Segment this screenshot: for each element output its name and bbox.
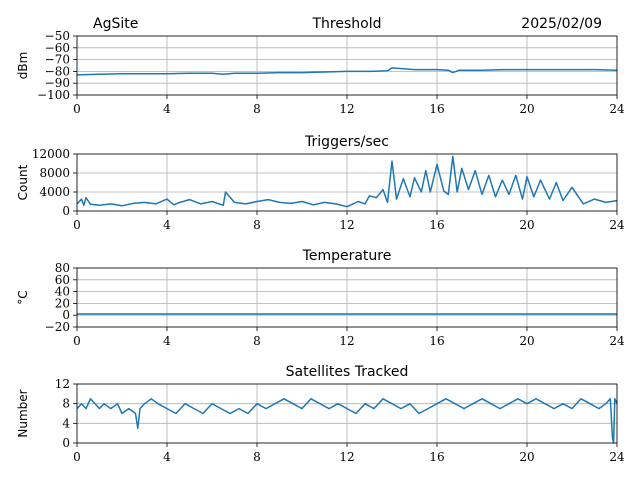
- satellites-y-tick-label-3: 12: [55, 377, 70, 391]
- triggers-y-tick-label-3: 12000: [32, 147, 70, 161]
- triggers-y-tick-label-0: 0: [62, 204, 70, 218]
- triggers-x-tick-label-5: 20: [519, 218, 534, 232]
- date-label: 2025/02/09: [521, 16, 602, 32]
- triggers-x-tick-label-3: 12: [339, 218, 354, 232]
- triggers-x-tick-label-2: 8: [253, 218, 261, 232]
- threshold-x-tick-label-3: 12: [339, 102, 354, 116]
- satellites-x-tick-label-5: 20: [519, 450, 534, 464]
- satellites-x-tick-label-0: 0: [73, 450, 81, 464]
- triggers-x-tick-label-1: 4: [163, 218, 171, 232]
- threshold-y-axis-label: dBm: [16, 52, 30, 80]
- satellites-series-line: [76, 398, 618, 444]
- satellites-x-tick-label-3: 12: [339, 450, 354, 464]
- triggers-y-tick-label-1: 4000: [39, 185, 70, 199]
- threshold-title: Threshold: [312, 16, 382, 32]
- triggers-title: Triggers/sec: [304, 134, 389, 150]
- temperature-x-tick-label-2: 8: [253, 334, 261, 348]
- threshold-x-tick-label-1: 4: [163, 102, 171, 116]
- temperature-y-tick-label-1: 0: [62, 308, 70, 322]
- temperature-x-tick-label-0: 0: [73, 334, 81, 348]
- threshold-y-tick-label-4: −60: [45, 41, 70, 55]
- temperature-x-tick-label-4: 16: [429, 334, 444, 348]
- threshold-x-tick-label-2: 8: [253, 102, 261, 116]
- satellites-y-tick-label-2: 8: [62, 397, 70, 411]
- triggers-y-axis-label: Count: [16, 164, 30, 200]
- temperature-title: Temperature: [302, 248, 392, 264]
- temperature-y-tick-label-2: 20: [55, 296, 70, 310]
- threshold-series-line: [76, 67, 618, 76]
- triggers-x-tick-label-6: 24: [609, 218, 625, 232]
- threshold-panel: 0 4 8 12 16 20 24 −100−90−80−70−60−50 Threshold d…: [16, 16, 625, 116]
- threshold-y-tick-label-2: −80: [45, 64, 70, 78]
- temperature-x-tick-label-1: 4: [163, 334, 171, 348]
- satellites-panel: 0 4 8 12 16 20 24 0 4 8 12 Satellites Tracked Number: [16, 364, 625, 464]
- threshold-y-tick-label-5: −50: [45, 29, 70, 43]
- temperature-y-tick-label-0: −20: [45, 320, 70, 334]
- satellites-x-tick-label-2: 8: [253, 450, 261, 464]
- triggers-series-line: [76, 155, 618, 208]
- triggers-panel: 0 4 8 12 16 20 24 0 4000 8000 12000 Triggers/sec Cou…: [16, 134, 625, 232]
- site-name: AgSite: [93, 16, 138, 32]
- satellites-x-tick-label-6: 24: [609, 450, 625, 464]
- satellites-y-tick-label-0: 0: [62, 436, 70, 450]
- temperature-x-tick-label-6: 24: [609, 334, 625, 348]
- temperature-y-tick-label-3: 40: [55, 285, 70, 299]
- satellites-y-axis-label: Number: [16, 389, 30, 437]
- chart-panels: 0 4 8 12 16 20 24 −100−90−80−70−60−50 Threshold d…: [16, 16, 625, 464]
- temperature-x-tick-label-5: 20: [519, 334, 534, 348]
- satellites-title: Satellites Tracked: [286, 364, 409, 380]
- threshold-x-tick-label-4: 16: [429, 102, 444, 116]
- satellites-x-tick-label-1: 4: [163, 450, 171, 464]
- threshold-x-tick-label-6: 24: [609, 102, 625, 116]
- satellites-y-tick-label-1: 4: [62, 416, 70, 430]
- triggers-x-tick-label-4: 16: [429, 218, 444, 232]
- satellites-x-tick-label-4: 16: [429, 450, 444, 464]
- triggers-x-tick-label-0: 0: [73, 218, 81, 232]
- threshold-x-tick-label-0: 0: [73, 102, 81, 116]
- threshold-y-tick-label-1: −90: [45, 76, 70, 90]
- temperature-y-axis-label: °C: [16, 290, 30, 304]
- threshold-x-tick-label-5: 20: [519, 102, 534, 116]
- threshold-y-tick-label-0: −100: [37, 88, 70, 102]
- temperature-y-tick-label-5: 80: [55, 261, 70, 275]
- triggers-y-tick-label-2: 8000: [39, 166, 70, 180]
- temperature-x-tick-label-3: 12: [339, 334, 354, 348]
- temperature-y-tick-label-4: 60: [55, 273, 70, 287]
- threshold-y-tick-label-3: −70: [45, 53, 70, 67]
